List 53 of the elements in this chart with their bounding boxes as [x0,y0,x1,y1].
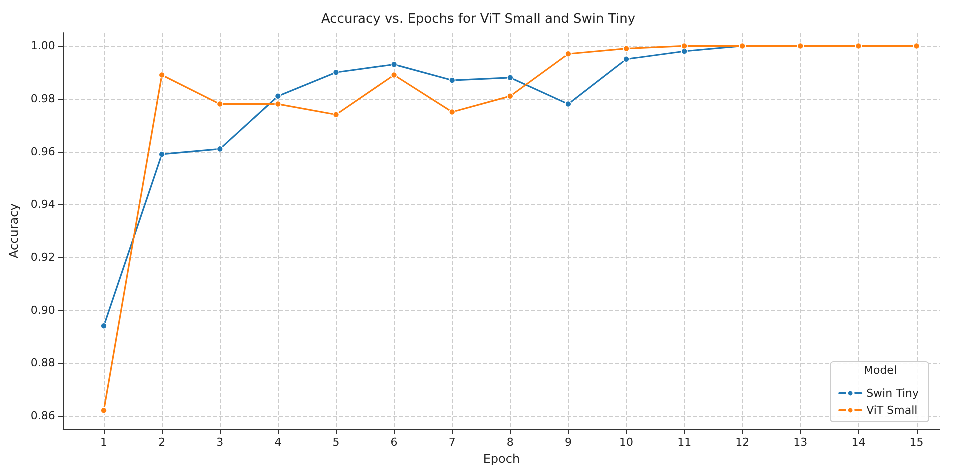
y-tick-label: 0.90 [30,304,56,317]
point [274,100,282,108]
point [448,108,456,116]
legend-label: ViT Small [866,404,918,417]
y-tick-label: 0.86 [30,409,56,422]
legend-title: Model [864,364,898,377]
point [100,407,108,414]
point [100,322,108,330]
point [158,151,166,158]
x-tick-label: 12 [736,436,750,450]
x-tick-label: 11 [678,436,692,450]
x-tick-label: 14 [852,436,866,450]
point [565,100,572,108]
x-tick-label: 4 [274,436,282,450]
x-tick-label: 9 [564,436,572,450]
y-tick-label: 0.88 [30,356,56,370]
point [623,56,630,63]
chart-title: Accuracy vs. Epochs for ViT Small and Swin Tiny [321,12,636,27]
x-tick-label: 1 [100,436,108,450]
x-tick-label: 13 [794,436,808,450]
point [448,77,456,84]
y-tick-label: 0.96 [30,145,56,158]
point [332,111,340,118]
x-axis-title: Epoch [483,452,520,466]
y-tick-label: 0.98 [30,92,56,106]
x-tick-label: 6 [390,436,398,450]
x-tick-label: 2 [158,436,166,450]
point [855,42,862,50]
x-tick-label: 3 [216,436,224,450]
x-tick-label: 7 [448,436,456,450]
y-tick-label: 1.00 [30,40,56,53]
y-axis-title: Accuracy [7,204,21,258]
point [216,100,224,108]
point [390,72,398,79]
x-tick-label: 10 [620,436,634,450]
point [216,146,224,153]
point [507,92,514,100]
point [623,45,630,52]
point [274,92,282,100]
x-tick-label: 8 [506,436,514,450]
x-tick-label: 5 [332,436,340,450]
point [681,42,688,50]
point [507,74,514,82]
y-tick-label: 0.92 [30,250,56,264]
point [913,42,920,50]
point [390,61,398,68]
legend-label: Swin Tiny [866,387,920,400]
y-tick-label: 0.94 [30,198,56,212]
point [681,48,688,55]
x-tick-label: 15 [910,436,924,450]
point [332,69,340,76]
point [565,50,572,58]
point [158,72,166,79]
